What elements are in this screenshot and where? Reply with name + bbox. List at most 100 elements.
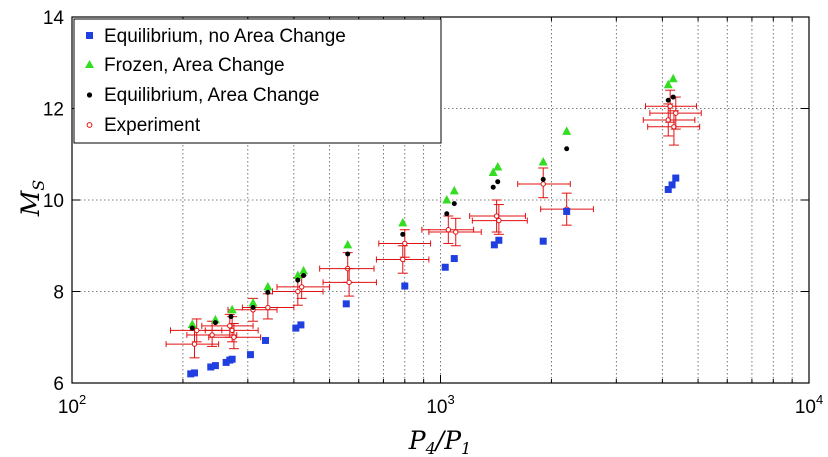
frozen-area-change-point bbox=[398, 217, 408, 227]
experiment-marker bbox=[298, 284, 305, 290]
frozen-area-change-point bbox=[488, 167, 498, 177]
equilibrium-no-area-change-point bbox=[222, 358, 230, 366]
equilibrium-area-change-point bbox=[212, 320, 218, 326]
x-tick-label-exponent: 2 bbox=[79, 392, 86, 407]
experiment-point bbox=[201, 313, 254, 338]
equilibrium-area-change-point bbox=[670, 94, 676, 100]
equilibrium-area-change-point bbox=[265, 289, 271, 295]
experiment-marker bbox=[265, 304, 271, 311]
legend-label-equilibrium-area-change: Equilibrium, Area Change bbox=[104, 85, 319, 106]
equilibrium-no-area-change-point bbox=[668, 181, 676, 189]
equilibrium-no-area-change-point bbox=[563, 207, 571, 215]
legend-marker-experiment bbox=[86, 122, 93, 128]
x-axis-label-sub1: 4 bbox=[425, 439, 436, 457]
equilibrium-no-area-change-point bbox=[297, 321, 305, 329]
equilibrium-no-area-change-point bbox=[664, 185, 672, 193]
frozen-area-change-point bbox=[343, 239, 353, 249]
legend-marker-frozen-area-change bbox=[85, 60, 94, 68]
x-tick-label-exponent: 3 bbox=[447, 392, 454, 407]
experiment-point bbox=[471, 204, 528, 235]
legend-label-experiment: Experiment bbox=[104, 115, 201, 136]
experiment-point bbox=[647, 110, 701, 146]
legend-label-frozen-area-change: Frozen, Area Change bbox=[104, 55, 285, 76]
equilibrium-no-area-change-point bbox=[207, 363, 215, 371]
experiment-marker bbox=[194, 327, 200, 334]
equilibrium-area-change-point bbox=[250, 305, 256, 311]
equilibrium-area-change-point bbox=[345, 251, 351, 257]
experiment-marker bbox=[191, 341, 198, 347]
y-tick-label: 10 bbox=[43, 191, 64, 212]
experiment-point bbox=[649, 96, 702, 130]
equilibrium-no-area-change-point bbox=[672, 174, 680, 182]
equilibrium-no-area-change-point bbox=[539, 237, 547, 245]
marks bbox=[165, 73, 702, 378]
equilibrium-area-change-point bbox=[540, 176, 546, 182]
y-tick-label: 6 bbox=[53, 374, 64, 395]
equilibrium-no-area-change-point bbox=[342, 300, 350, 308]
equilibrium-area-change-point bbox=[189, 325, 195, 331]
experiment-marker bbox=[667, 103, 673, 109]
frozen-area-change-point bbox=[538, 157, 548, 166]
legend-label-equilibrium-no-area-change: Equilibrium, no Area Change bbox=[104, 26, 346, 47]
frozen-area-change-point bbox=[248, 297, 258, 307]
frozen-area-change-point bbox=[293, 270, 303, 279]
y-tick-label: 8 bbox=[53, 283, 64, 304]
experiment-marker bbox=[673, 110, 679, 116]
experiment-point bbox=[208, 323, 262, 350]
equilibrium-no-area-change-point bbox=[191, 369, 199, 377]
equilibrium-no-area-change-point bbox=[401, 282, 409, 290]
experiment-marker bbox=[400, 256, 406, 263]
experiment-point bbox=[517, 167, 571, 199]
equilibrium-no-area-change-point bbox=[292, 324, 300, 332]
experiment-marker bbox=[540, 181, 546, 187]
equilibrium-no-area-change-point bbox=[495, 236, 503, 244]
frozen-area-change-point bbox=[449, 185, 459, 195]
x-axis-label-slash: /P bbox=[434, 426, 462, 455]
equilibrium-no-area-change-point bbox=[187, 370, 195, 378]
legend-marker-equilibrium-area-change bbox=[86, 92, 93, 98]
y-tick-label: 12 bbox=[43, 100, 64, 121]
frozen-area-change-point bbox=[227, 304, 237, 314]
legend-marker-equilibrium-no-area-change bbox=[86, 32, 93, 39]
experiment-marker bbox=[496, 217, 502, 224]
experiment-marker bbox=[445, 227, 452, 233]
experiment-marker bbox=[209, 332, 215, 338]
experiment-marker bbox=[231, 334, 237, 340]
frozen-area-change-point bbox=[210, 314, 220, 324]
frozen-area-change-point bbox=[263, 281, 273, 291]
equilibrium-area-change-point bbox=[495, 179, 501, 185]
frozen-area-change-point bbox=[299, 265, 309, 275]
experiment-point bbox=[421, 215, 475, 244]
equilibrium-area-change-point bbox=[564, 146, 570, 152]
experiment-marker bbox=[227, 323, 233, 329]
equilibrium-area-change-point bbox=[665, 97, 671, 103]
frozen-area-change-point bbox=[668, 73, 678, 83]
equilibrium-no-area-change-point bbox=[441, 263, 449, 271]
x-tick-label: 103 bbox=[426, 392, 454, 418]
equilibrium-no-area-change-point bbox=[228, 355, 236, 363]
experiment-marker bbox=[295, 288, 301, 295]
equilibrium-area-change-point bbox=[295, 277, 301, 283]
x-tick-label: 102 bbox=[58, 392, 86, 418]
experiment-marker bbox=[453, 229, 459, 235]
equilibrium-area-change-point bbox=[301, 272, 307, 278]
equilibrium-area-change-point bbox=[400, 231, 406, 237]
equilibrium-no-area-change-point bbox=[261, 336, 269, 344]
x-tick-label-exponent: 4 bbox=[816, 392, 823, 407]
equilibrium-no-area-change-point bbox=[490, 241, 498, 249]
x-tick-label: 104 bbox=[795, 392, 823, 418]
equilibrium-area-change-point bbox=[490, 184, 496, 190]
frozen-area-change-point bbox=[187, 319, 197, 328]
x-axis-label: P4/P1 bbox=[408, 426, 471, 457]
equilibrium-no-area-change-point bbox=[450, 255, 458, 263]
y-tick-label: 14 bbox=[43, 8, 65, 29]
equilibrium-area-change-point bbox=[444, 211, 450, 217]
frozen-area-change-point bbox=[442, 195, 452, 204]
legend: Equilibrium, no Area Change Frozen, Area… bbox=[73, 18, 442, 144]
plot-frame bbox=[71, 16, 810, 384]
equilibrium-no-area-change-point bbox=[246, 351, 254, 359]
frozen-area-change-point bbox=[493, 162, 503, 171]
frozen-area-change-point bbox=[562, 126, 572, 135]
equilibrium-area-change-point bbox=[451, 201, 457, 207]
